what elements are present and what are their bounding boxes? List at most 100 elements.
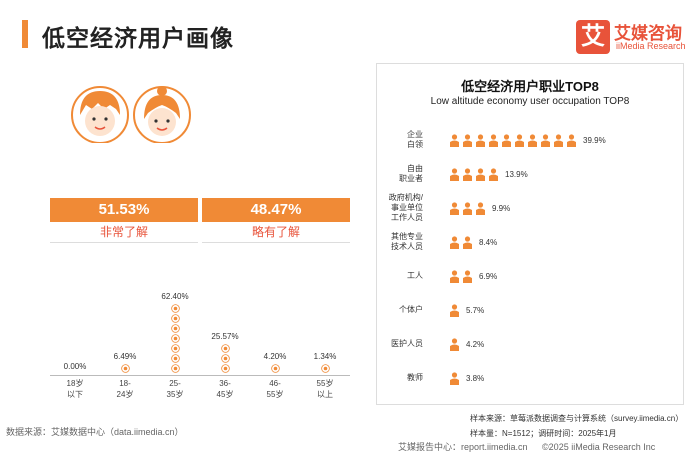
- occupation-percent: 6.9%: [479, 272, 498, 281]
- title-accent-bar: [22, 20, 28, 48]
- worker-icon: [502, 134, 511, 147]
- age-percent-label: 0.00%: [63, 362, 87, 371]
- age-person-icon: [270, 364, 280, 373]
- data-source: 数据来源：艾媒数据中心（data.iimedia.cn）: [6, 427, 184, 437]
- occupation-row: 政府机构/事业单位 工作人员 9.9%: [377, 192, 683, 226]
- worker-icon: [450, 168, 459, 181]
- age-group-label: 18岁 以下: [66, 379, 84, 399]
- age-person-icon: [220, 354, 230, 363]
- awareness-label: 略有了解: [202, 222, 350, 243]
- occupation-percent: 39.9%: [583, 136, 606, 145]
- female-face-icon: [133, 86, 191, 143]
- awareness-label: 非常了解: [50, 222, 198, 243]
- worker-icon: [567, 134, 576, 147]
- worker-icon: [463, 270, 472, 283]
- awareness-value: 48.47%: [202, 198, 350, 222]
- occupation-percent: 4.2%: [466, 340, 485, 349]
- age-axis-line: [50, 375, 350, 376]
- age-person-icon: [220, 344, 230, 353]
- sample-size: 样本量：N=1512；调研时间：2025年1月: [470, 429, 617, 438]
- worker-icon: [528, 134, 537, 147]
- age-percent-label: 6.49%: [113, 352, 137, 361]
- awareness-item: 51.53% 非常了解: [50, 198, 198, 244]
- occupation-row: 自由 职业者 13.9%: [377, 158, 683, 192]
- awareness-item: 48.47% 略有了解: [202, 198, 350, 244]
- copyright: ©2025 iiMedia Research Inc: [542, 442, 656, 452]
- age-group-label: 46- 55岁: [266, 379, 284, 399]
- worker-icon: [489, 134, 498, 147]
- worker-icon: [450, 134, 459, 147]
- worker-icon: [463, 134, 472, 147]
- worker-icon: [554, 134, 563, 147]
- worker-icon: [463, 236, 472, 249]
- age-person-icon: [170, 334, 180, 343]
- occupation-subtitle: Low altitude economy user occupation TOP…: [430, 96, 630, 107]
- occupation-row: 医护人员 4.2%: [377, 328, 683, 362]
- worker-icon: [476, 202, 485, 215]
- occupation-row: 其他专业 技术人员 8.4%: [377, 226, 683, 260]
- age-person-icon: [220, 364, 230, 373]
- occupation-title: 低空经济用户职业TOP8: [461, 79, 599, 94]
- occupation-label: 工人: [407, 271, 423, 280]
- age-group-label: 55岁 以上: [316, 379, 334, 399]
- worker-icon: [463, 168, 472, 181]
- worker-icon: [450, 202, 459, 215]
- age-person-icon: [170, 324, 180, 333]
- occupation-label: 自由 职业者: [399, 164, 423, 183]
- occupation-panel: 低空经济用户职业TOP8 Low altitude economy user o…: [376, 63, 684, 405]
- occupation-percent: 13.9%: [505, 170, 528, 179]
- male-face-icon: [71, 86, 129, 143]
- awareness-table: 51.53% 非常了解 48.47% 略有了解: [50, 198, 350, 244]
- age-percent-label: 1.34%: [313, 352, 337, 361]
- occupation-row: 工人 6.9%: [377, 260, 683, 294]
- age-group-label: 25- 35岁: [166, 379, 184, 399]
- occupation-label: 企业 白领: [407, 130, 423, 149]
- report-center: 艾媒报告中心：report.iimedia.cn: [398, 442, 528, 452]
- age-person-icon: [170, 364, 180, 373]
- age-percent-label: 25.57%: [211, 332, 239, 341]
- age-person-icon: [170, 304, 180, 313]
- worker-icon: [541, 134, 550, 147]
- brand-logo: 艾 艾媒咨询 iiMedia Research: [576, 20, 686, 54]
- worker-icon: [450, 338, 459, 351]
- gender-faces: [70, 85, 191, 145]
- worker-icon: [450, 270, 459, 283]
- awareness-value: 51.53%: [50, 198, 198, 222]
- occupation-row: 个体户 5.7%: [377, 294, 683, 328]
- worker-icon: [476, 134, 485, 147]
- age-person-icon: [120, 364, 130, 373]
- worker-icon: [450, 304, 459, 317]
- age-person-icon: [170, 344, 180, 353]
- occupation-label: 个体户: [399, 305, 423, 314]
- worker-icon: [489, 168, 498, 181]
- logo-mark: 艾: [576, 20, 610, 54]
- occupation-label: 医护人员: [391, 339, 423, 348]
- worker-icon: [515, 134, 524, 147]
- age-group-label: 36- 45岁: [216, 379, 234, 399]
- worker-icon: [463, 202, 472, 215]
- age-group-label: 18- 24岁: [116, 379, 134, 399]
- age-percent-label: 4.20%: [263, 352, 287, 361]
- worker-icon: [450, 236, 459, 249]
- age-person-icon: [170, 314, 180, 323]
- sample-source: 样本来源：草莓派数据调查与计算系统（survey.iimedia.cn）: [470, 414, 684, 423]
- occupation-percent: 3.8%: [466, 374, 485, 383]
- worker-icon: [450, 372, 459, 385]
- logo-cn: 艾媒咨询: [614, 24, 682, 43]
- occupation-label: 教师: [407, 373, 423, 382]
- age-distribution-chart: 0.00% 18岁 以下 6.49% 18- 24岁 62.40% 25- 35岁 25.57% 3…: [50, 270, 350, 400]
- occupation-row: 教师 3.8%: [377, 362, 683, 396]
- occupation-row: 企业 白领 39.9%: [377, 124, 683, 158]
- age-percent-label: 62.40%: [161, 292, 189, 301]
- occupation-label: 其他专业 技术人员: [391, 232, 423, 251]
- worker-icon: [476, 168, 485, 181]
- occupation-percent: 8.4%: [479, 238, 498, 247]
- bottom-footer: 艾媒报告中心：report.iimedia.cn ©2025 iiMedia R…: [398, 440, 655, 453]
- age-person-icon: [320, 364, 330, 373]
- age-person-icon: [170, 354, 180, 363]
- occupation-percent: 5.7%: [466, 306, 485, 315]
- page-title: 低空经济用户画像: [42, 25, 234, 51]
- logo-en: iiMedia Research: [616, 41, 686, 51]
- occupation-label: 政府机构/事业单位 工作人员: [388, 193, 423, 222]
- occupation-percent: 9.9%: [492, 204, 511, 213]
